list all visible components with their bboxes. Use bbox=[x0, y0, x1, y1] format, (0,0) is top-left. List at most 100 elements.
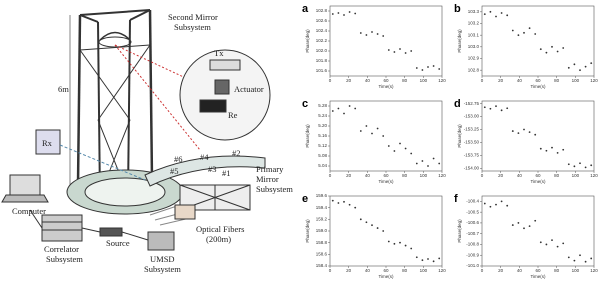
x-tick-label: 120 bbox=[590, 173, 598, 178]
x-tick-label: 0 bbox=[329, 268, 332, 273]
data-point bbox=[410, 152, 413, 155]
data-point bbox=[500, 12, 503, 14]
x-axis-label: Time(s) bbox=[378, 179, 394, 184]
x-tick-label: 80 bbox=[402, 268, 408, 273]
data-point bbox=[337, 107, 340, 110]
plot-frame bbox=[481, 5, 595, 77]
data-point bbox=[399, 142, 401, 145]
data-point bbox=[343, 112, 345, 115]
x-tick-label: 120 bbox=[438, 78, 446, 83]
data-point bbox=[438, 162, 441, 165]
data-point bbox=[337, 12, 340, 14]
data-point bbox=[393, 150, 396, 152]
data-point bbox=[438, 257, 441, 260]
data-point bbox=[506, 107, 509, 110]
data-point bbox=[556, 245, 559, 248]
data-point bbox=[511, 29, 514, 32]
panel-label: b bbox=[454, 3, 461, 15]
label: Correlator bbox=[44, 244, 79, 254]
data-point bbox=[348, 203, 351, 206]
x-tick-label: 60 bbox=[535, 78, 541, 83]
data-point bbox=[365, 221, 368, 224]
y-axis-label: Phase(deg) bbox=[305, 219, 310, 243]
y-axis-label: Phase(deg) bbox=[305, 124, 310, 148]
data-point bbox=[354, 12, 357, 15]
x-tick-label: 40 bbox=[517, 268, 523, 273]
y-tick-label: 101.6 bbox=[316, 68, 328, 73]
chart-panel: a 101.6 101.8 102.0 102.2 102.4 102.6 102.8 0 20 4… bbox=[302, 3, 446, 89]
data-point bbox=[376, 127, 379, 130]
data-point bbox=[567, 163, 570, 166]
y-tick-label: 102.8 bbox=[316, 8, 328, 13]
x-tick-label: 20 bbox=[498, 78, 504, 83]
data-point bbox=[331, 13, 334, 15]
x-tick-label: 0 bbox=[329, 78, 332, 83]
data-point bbox=[545, 149, 548, 152]
data-point bbox=[376, 33, 379, 35]
y-tick-label: 102.9 bbox=[468, 56, 480, 61]
label: Subsystem bbox=[144, 264, 181, 274]
x-tick-label: 40 bbox=[517, 78, 523, 83]
data-point bbox=[359, 32, 362, 34]
x-tick-label: 60 bbox=[383, 78, 389, 83]
data-point bbox=[382, 230, 385, 232]
x-tick-label: 0 bbox=[481, 173, 484, 178]
x-axis-label: Time(s) bbox=[530, 179, 546, 184]
data-point bbox=[432, 157, 435, 160]
data-point bbox=[483, 13, 486, 16]
data-point bbox=[590, 164, 593, 167]
y-tick-label: -100.9 bbox=[466, 252, 479, 257]
label: (200m) bbox=[206, 234, 231, 244]
data-point bbox=[354, 107, 357, 110]
y-tick-label: -153.50 bbox=[464, 140, 480, 145]
data-point bbox=[517, 132, 520, 135]
data-point bbox=[539, 147, 542, 150]
data-point bbox=[399, 48, 401, 50]
data-point bbox=[427, 66, 429, 68]
x-tick-label: 100 bbox=[420, 268, 428, 273]
data-point bbox=[579, 69, 581, 72]
data-point bbox=[393, 51, 396, 53]
data-point bbox=[579, 162, 581, 165]
x-tick-label: 80 bbox=[554, 173, 560, 178]
label: #5 bbox=[170, 166, 179, 176]
label: Primary bbox=[256, 164, 284, 174]
label: #1 bbox=[222, 168, 231, 178]
x-tick-label: 0 bbox=[329, 173, 332, 178]
data-point bbox=[556, 50, 559, 53]
data-point bbox=[562, 242, 565, 245]
label: Rx bbox=[42, 138, 53, 148]
y-tick-label: -100.8 bbox=[466, 242, 479, 247]
data-point bbox=[343, 200, 345, 203]
data-point bbox=[495, 105, 497, 108]
x-tick-label: 120 bbox=[438, 173, 446, 178]
x-tick-label: 60 bbox=[535, 268, 541, 273]
data-point bbox=[545, 243, 548, 246]
label: Computer bbox=[12, 206, 46, 216]
label: 6m bbox=[58, 84, 69, 94]
data-point bbox=[500, 109, 503, 112]
data-point bbox=[539, 241, 542, 244]
data-point bbox=[393, 242, 396, 245]
x-tick-label: 100 bbox=[420, 78, 428, 83]
x-tick-label: 20 bbox=[346, 268, 352, 273]
chart-panel: d -154.00 -153.75 -153.50 -153.25 -153.00 -152… bbox=[454, 98, 598, 184]
y-tick-label: 159.0 bbox=[316, 228, 328, 233]
x-tick-label: 120 bbox=[590, 268, 598, 273]
plot-frame bbox=[329, 100, 443, 172]
data-point bbox=[404, 52, 407, 54]
data-point bbox=[427, 258, 429, 260]
chart-panel: f -101.0 -100.9 -100.8 -100.7 -100.6 -100.5 -10… bbox=[454, 193, 598, 279]
y-tick-label: 5.16 bbox=[318, 133, 327, 138]
data-point bbox=[331, 110, 334, 112]
data-point bbox=[359, 218, 362, 221]
data-point bbox=[483, 106, 486, 109]
data-point bbox=[371, 132, 373, 135]
data-point bbox=[584, 260, 587, 263]
data-point bbox=[506, 204, 509, 207]
panel-label: d bbox=[454, 98, 461, 110]
y-tick-label: -100.7 bbox=[466, 231, 479, 236]
data-point bbox=[556, 151, 559, 154]
x-tick-label: 0 bbox=[481, 78, 484, 83]
